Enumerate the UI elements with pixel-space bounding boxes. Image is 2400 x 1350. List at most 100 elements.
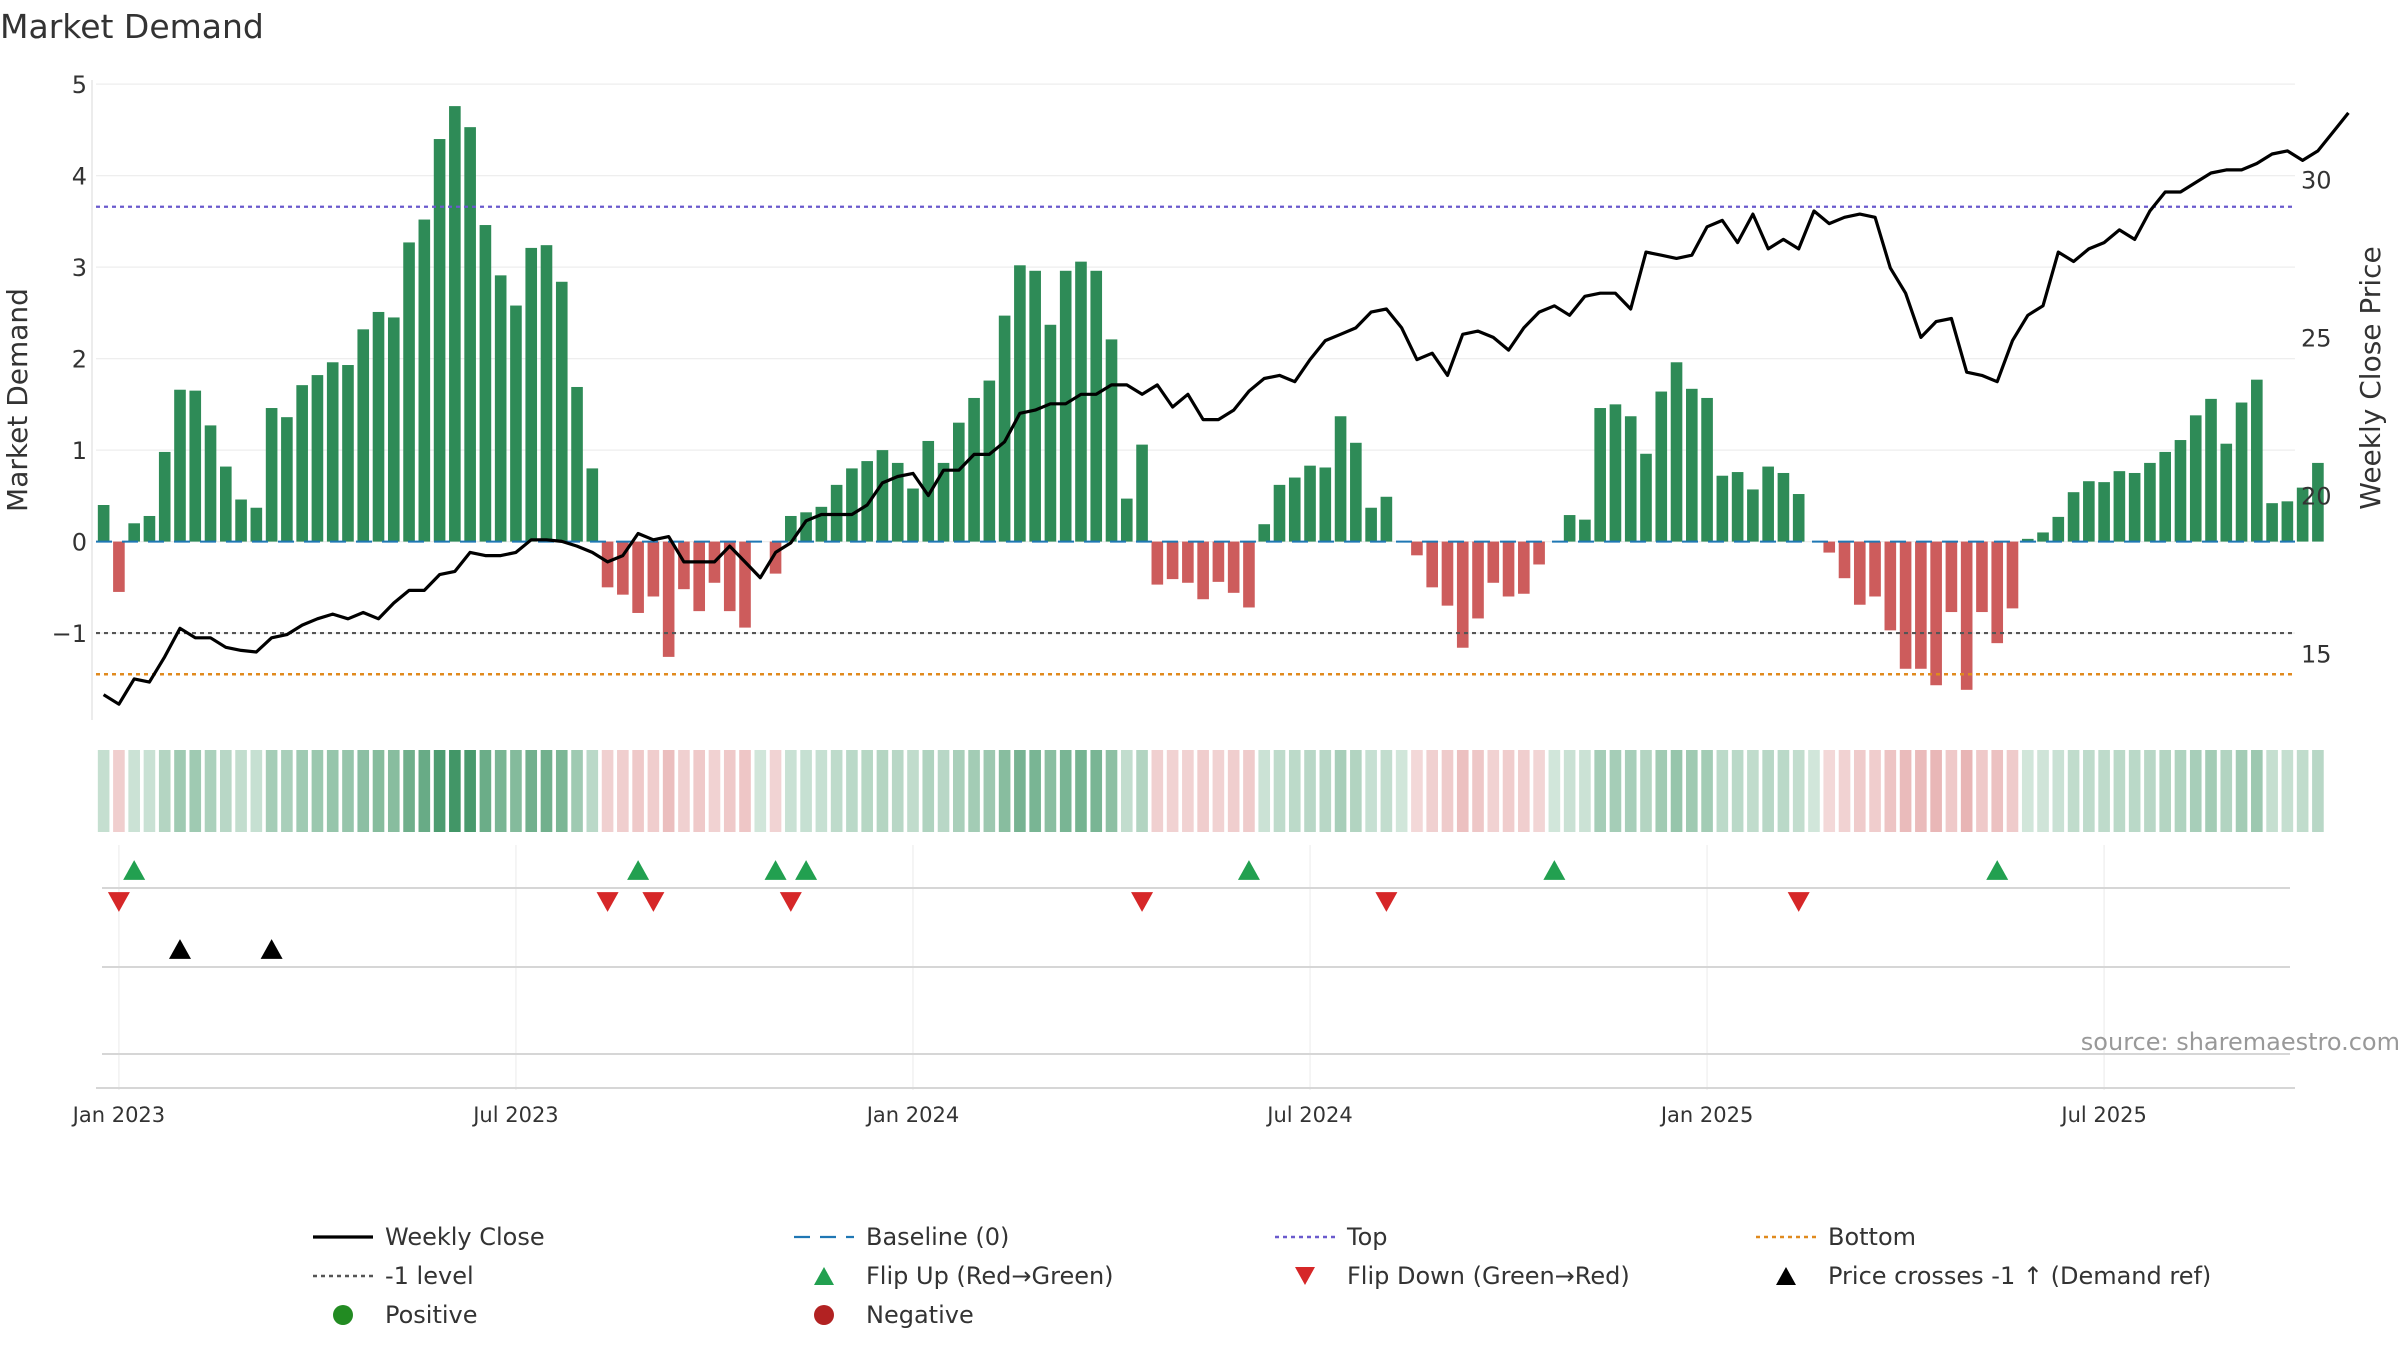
legend-swatch xyxy=(1776,1267,1796,1285)
strip-cell xyxy=(449,750,461,832)
strip-cell xyxy=(1487,750,1500,832)
strip-cell xyxy=(2235,750,2248,832)
demand-bar xyxy=(281,417,293,542)
left-tick-label: 2 xyxy=(72,346,87,374)
demand-bar xyxy=(2266,503,2278,542)
price-cross-marker xyxy=(168,939,191,959)
demand-bar xyxy=(1182,541,1194,583)
left-tick-label: 3 xyxy=(72,254,87,282)
strip-cell xyxy=(1563,750,1576,832)
legend-label: Flip Up (Red→Green) xyxy=(866,1262,1114,1290)
demand-bar xyxy=(785,515,797,542)
strip-cell xyxy=(540,750,553,832)
strip-cell xyxy=(785,750,797,832)
demand-bar xyxy=(2113,471,2126,542)
legend-label: Flip Down (Green→Red) xyxy=(1347,1262,1630,1290)
strip-cell xyxy=(494,750,507,832)
strip-cell xyxy=(357,750,370,832)
demand-bar xyxy=(2083,481,2095,542)
demand-bar xyxy=(220,466,232,542)
source-label: source: sharemaestro.com xyxy=(2081,1028,2400,1056)
x-tick-label: Jul 2025 xyxy=(2059,1103,2146,1127)
demand-bar xyxy=(296,385,308,542)
strip-cell xyxy=(617,750,629,832)
demand-bar xyxy=(235,499,247,542)
demand-bar xyxy=(1288,477,1301,542)
strip-cell xyxy=(1319,750,1332,832)
strip-cell xyxy=(2159,750,2171,832)
strip-cell xyxy=(998,750,1011,832)
demand-bar xyxy=(449,106,461,542)
strip-cell xyxy=(1120,750,1133,832)
strip-cell xyxy=(311,750,324,832)
flip-down-marker xyxy=(1375,892,1398,912)
signal-rows xyxy=(96,860,2295,1089)
demand-bar xyxy=(128,523,140,542)
strip-cell xyxy=(1227,750,1240,832)
demand-bar xyxy=(311,375,324,542)
demand-bar xyxy=(2006,541,2019,609)
demand-bar xyxy=(2235,402,2248,542)
strip-cell xyxy=(1670,750,1683,832)
demand-bar xyxy=(739,541,751,628)
legend-item: Negative xyxy=(814,1301,974,1329)
strip-cell xyxy=(739,750,751,832)
strip-cell xyxy=(97,750,110,832)
strip-cell xyxy=(2220,750,2233,832)
strip-cell xyxy=(586,750,599,832)
strip-cell xyxy=(250,750,263,832)
demand-bar xyxy=(983,380,996,542)
demand-bar xyxy=(2296,487,2309,542)
strip-cell xyxy=(403,750,415,832)
demand-bar xyxy=(2098,482,2110,542)
demand-bar xyxy=(2052,516,2065,542)
flip-up-marker xyxy=(795,860,818,880)
legend-item: Bottom xyxy=(1756,1223,1916,1251)
demand-bar xyxy=(571,386,583,542)
demand-bar xyxy=(1884,541,1897,631)
demand-bar xyxy=(1609,404,1622,542)
strip-cell xyxy=(846,750,858,832)
strip-cell xyxy=(922,750,935,832)
demand-bar xyxy=(1991,541,2004,644)
demand-bar xyxy=(815,506,828,542)
demand-bar xyxy=(1350,442,1362,542)
demand-bar xyxy=(113,541,125,592)
demand-bar xyxy=(662,541,675,657)
strip-cell xyxy=(372,750,385,832)
demand-bar xyxy=(1090,270,1103,542)
strip-cell xyxy=(1899,750,1912,832)
demand-bar xyxy=(1441,541,1454,606)
strip-cell xyxy=(1884,750,1897,832)
strip-cell xyxy=(2037,750,2049,832)
strip-cell xyxy=(1136,750,1148,832)
strip-cell xyxy=(723,750,736,832)
demand-bar xyxy=(1136,444,1148,542)
legend: Weekly Close Baseline (0) Top Bottom -1 leve… xyxy=(313,1223,2211,1329)
strip-cell xyxy=(1197,750,1209,832)
demand-bar xyxy=(2128,472,2141,542)
strip-cell xyxy=(1426,750,1438,832)
flip-up-marker xyxy=(627,860,650,880)
strip-cell xyxy=(693,750,706,832)
strip-cell xyxy=(479,750,492,832)
demand-bar xyxy=(250,507,263,542)
demand-bar xyxy=(189,390,202,542)
strip-cell xyxy=(113,750,125,832)
left-tick-label: 4 xyxy=(72,163,87,191)
flip-down-marker xyxy=(642,892,665,912)
x-tick-label: Jan 2023 xyxy=(71,1103,166,1127)
strip-cell xyxy=(2312,750,2324,832)
strip-cell xyxy=(1441,750,1454,832)
demand-bar xyxy=(1716,475,1729,542)
strip-cell xyxy=(510,750,522,832)
legend-item: Price crosses -1 ↑ (Demand ref) xyxy=(1776,1262,2211,1290)
legend-label: Price crosses -1 ↑ (Demand ref) xyxy=(1828,1262,2211,1290)
strip-cell xyxy=(907,750,919,832)
reference-lines xyxy=(96,205,2295,676)
flip-down-marker xyxy=(1131,892,1154,912)
left-tick-label: 1 xyxy=(72,437,87,465)
demand-bar xyxy=(693,541,706,612)
demand-bar xyxy=(1212,541,1225,582)
